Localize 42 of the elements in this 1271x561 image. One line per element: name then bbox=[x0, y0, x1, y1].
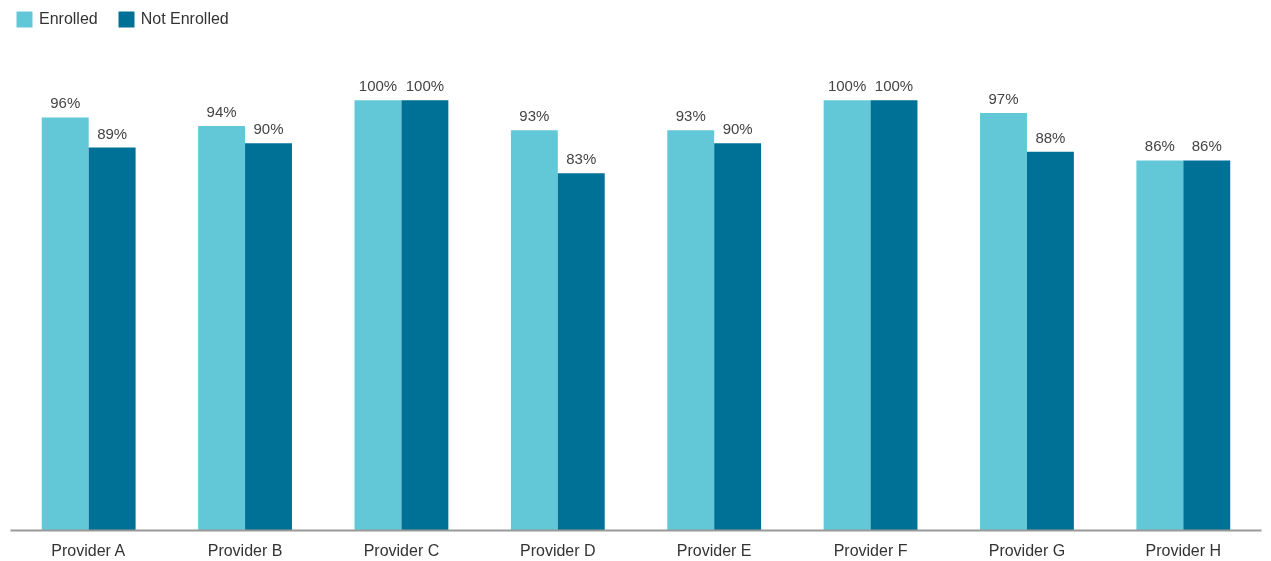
data-label: 96% bbox=[50, 94, 81, 112]
data-label: 83% bbox=[566, 150, 597, 168]
data-label: 100% bbox=[358, 77, 398, 95]
x-tick-label: Provider H bbox=[1145, 541, 1222, 559]
bar bbox=[980, 113, 1027, 531]
x-tick-label: Provider C bbox=[363, 541, 440, 559]
x-tick-label: Provider G bbox=[988, 541, 1066, 559]
bar bbox=[198, 125, 246, 531]
data-label: 100% bbox=[827, 77, 867, 95]
legend-label: Not Enrolled bbox=[140, 10, 229, 28]
data-label: 93% bbox=[519, 107, 550, 125]
bar bbox=[510, 130, 558, 531]
bar bbox=[245, 143, 292, 531]
bar bbox=[354, 100, 402, 531]
bar bbox=[1136, 160, 1184, 531]
data-label: 86% bbox=[1191, 137, 1222, 155]
x-tick-label: Provider A bbox=[51, 541, 126, 559]
bar bbox=[88, 147, 136, 531]
bar bbox=[823, 100, 871, 531]
data-label: 94% bbox=[206, 102, 237, 120]
bar bbox=[1026, 151, 1074, 531]
data-label: 100% bbox=[405, 77, 445, 95]
data-label: 86% bbox=[1144, 137, 1175, 155]
bar bbox=[714, 143, 762, 531]
data-label: 97% bbox=[988, 90, 1019, 108]
data-label: 100% bbox=[874, 77, 914, 95]
bar bbox=[41, 117, 89, 531]
data-label: 88% bbox=[1035, 128, 1066, 146]
data-label: 90% bbox=[722, 120, 753, 138]
x-tick-label: Provider B bbox=[207, 541, 283, 559]
data-label: 90% bbox=[253, 120, 284, 138]
x-tick-label: Provider D bbox=[520, 541, 596, 559]
bar bbox=[870, 100, 918, 531]
data-label: 93% bbox=[675, 107, 706, 125]
bar bbox=[667, 130, 715, 531]
data-label: 89% bbox=[97, 124, 128, 142]
bar bbox=[401, 100, 449, 531]
bar bbox=[557, 173, 605, 531]
legend-label: Enrolled bbox=[39, 10, 98, 28]
x-tick-label: Provider F bbox=[833, 541, 908, 559]
x-tick-label: Provider E bbox=[676, 541, 752, 559]
bar bbox=[1183, 160, 1231, 531]
